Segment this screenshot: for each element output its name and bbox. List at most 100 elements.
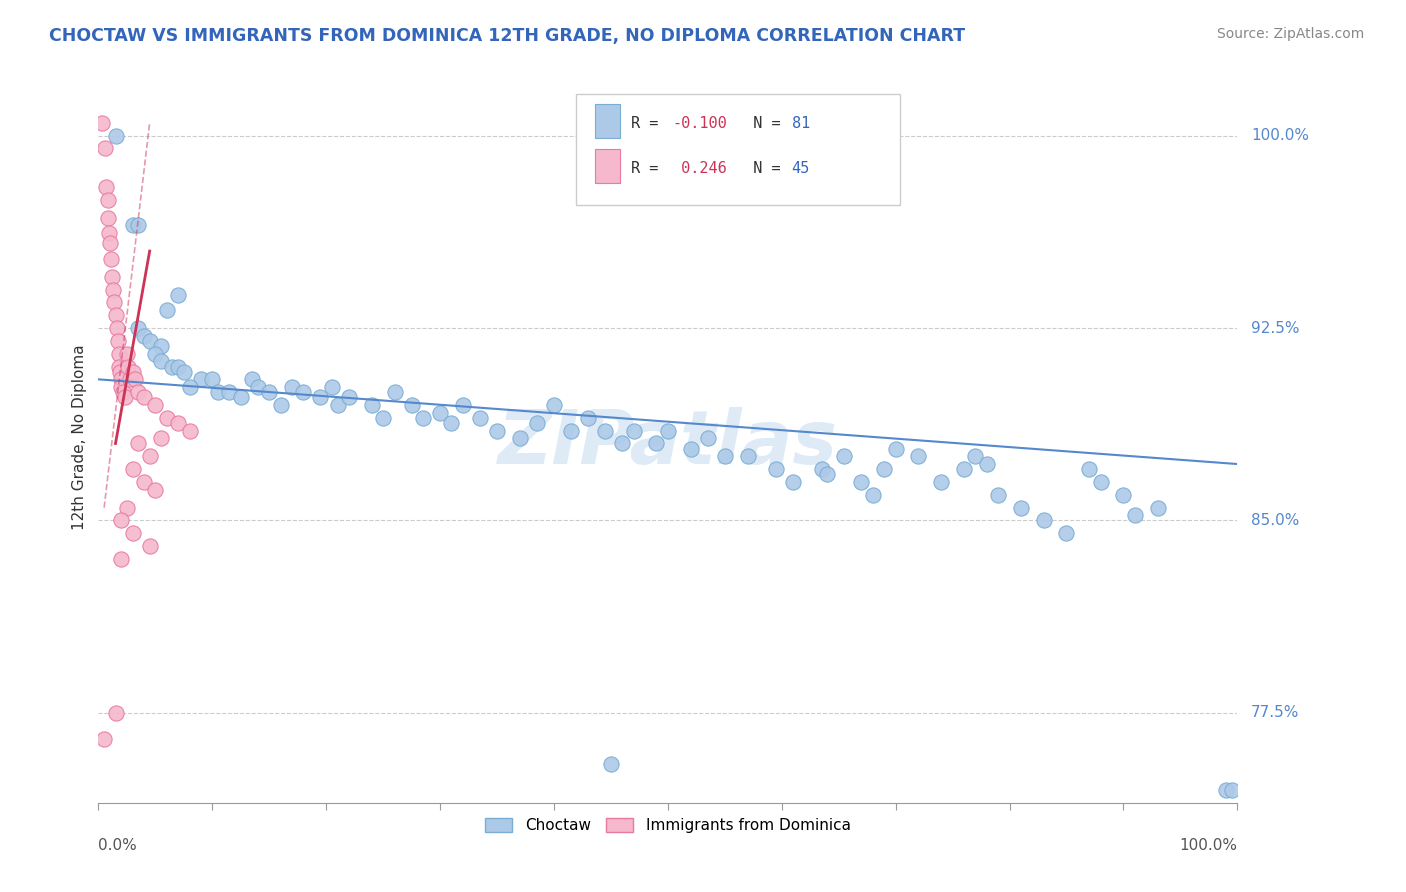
Point: [127, 321, 149, 335]
Point: [167, 287, 190, 301]
Point: [810, 462, 832, 476]
Point: [121, 365, 143, 379]
Point: [576, 410, 599, 425]
Point: [1090, 475, 1112, 489]
Point: [679, 442, 702, 456]
Point: [138, 450, 160, 464]
Point: [873, 462, 896, 476]
Point: [115, 346, 138, 360]
Y-axis label: 12th Grade, No Diploma: 12th Grade, No Diploma: [72, 344, 87, 530]
Point: [110, 380, 132, 394]
Point: [114, 390, 136, 404]
Point: [201, 372, 224, 386]
Point: [110, 372, 132, 386]
Point: [486, 424, 509, 438]
Point: [103, 283, 125, 297]
Point: [190, 372, 212, 386]
Point: [560, 424, 582, 438]
Point: [281, 380, 304, 394]
Point: [167, 416, 190, 430]
Point: [884, 442, 907, 456]
Point: [138, 334, 160, 348]
Point: [127, 219, 149, 233]
Text: R =: R =: [631, 161, 668, 176]
Point: [93, 731, 115, 746]
Point: [623, 424, 645, 438]
Point: [112, 385, 135, 400]
Point: [862, 488, 884, 502]
Point: [645, 436, 668, 450]
Point: [1112, 488, 1135, 502]
Point: [105, 321, 128, 335]
Point: [737, 450, 759, 464]
Point: [100, 252, 122, 266]
Point: [321, 380, 343, 394]
Point: [246, 380, 269, 394]
Point: [96, 193, 118, 207]
Point: [207, 385, 229, 400]
Point: [96, 179, 118, 194]
Point: [834, 450, 856, 464]
Text: R =: R =: [631, 116, 668, 131]
Point: [132, 390, 155, 404]
Text: N =: N =: [735, 161, 790, 176]
Point: [593, 424, 616, 438]
Point: [326, 398, 349, 412]
Point: [543, 398, 565, 412]
Text: 77.5%: 77.5%: [1251, 706, 1299, 721]
Text: 100.0%: 100.0%: [1251, 128, 1309, 143]
Point: [965, 450, 987, 464]
Point: [360, 398, 382, 412]
Point: [782, 475, 804, 489]
Point: [657, 424, 679, 438]
Point: [150, 431, 173, 445]
Point: [1078, 462, 1101, 476]
Point: [240, 372, 263, 386]
Text: 92.5%: 92.5%: [1251, 320, 1299, 335]
Text: CHOCTAW VS IMMIGRANTS FROM DOMINICA 12TH GRADE, NO DIPLOMA CORRELATION CHART: CHOCTAW VS IMMIGRANTS FROM DOMINICA 12TH…: [49, 27, 966, 45]
Point: [401, 398, 423, 412]
Point: [150, 354, 173, 368]
Point: [179, 424, 201, 438]
Point: [98, 236, 121, 251]
Point: [124, 372, 146, 386]
Point: [229, 390, 252, 404]
Point: [1123, 508, 1146, 523]
Point: [107, 334, 129, 348]
Point: [96, 211, 118, 225]
Point: [117, 359, 139, 374]
Point: [1215, 783, 1237, 797]
Point: [127, 385, 149, 400]
Point: [108, 346, 131, 360]
Point: [150, 339, 173, 353]
Point: [138, 539, 160, 553]
Point: [127, 436, 149, 450]
Point: [259, 385, 281, 400]
Point: [132, 475, 155, 489]
Point: [121, 462, 143, 476]
Point: [612, 436, 634, 450]
Point: [509, 431, 531, 445]
Point: [132, 328, 155, 343]
Point: [145, 346, 167, 360]
Text: N =: N =: [735, 116, 790, 131]
Point: [162, 359, 184, 374]
Point: [108, 359, 131, 374]
Point: [173, 365, 195, 379]
Point: [1010, 500, 1032, 515]
Point: [101, 269, 124, 284]
Point: [108, 365, 131, 379]
Point: [429, 406, 451, 420]
Point: [90, 116, 112, 130]
Text: 45: 45: [792, 161, 810, 176]
Point: [1220, 783, 1243, 797]
Point: [953, 462, 976, 476]
Point: [121, 526, 143, 541]
Point: [218, 385, 240, 400]
Point: [270, 398, 292, 412]
Point: [179, 380, 201, 394]
Text: 0.0%: 0.0%: [98, 838, 138, 853]
Text: 100.0%: 100.0%: [1180, 838, 1237, 853]
Point: [851, 475, 873, 489]
Point: [987, 488, 1010, 502]
